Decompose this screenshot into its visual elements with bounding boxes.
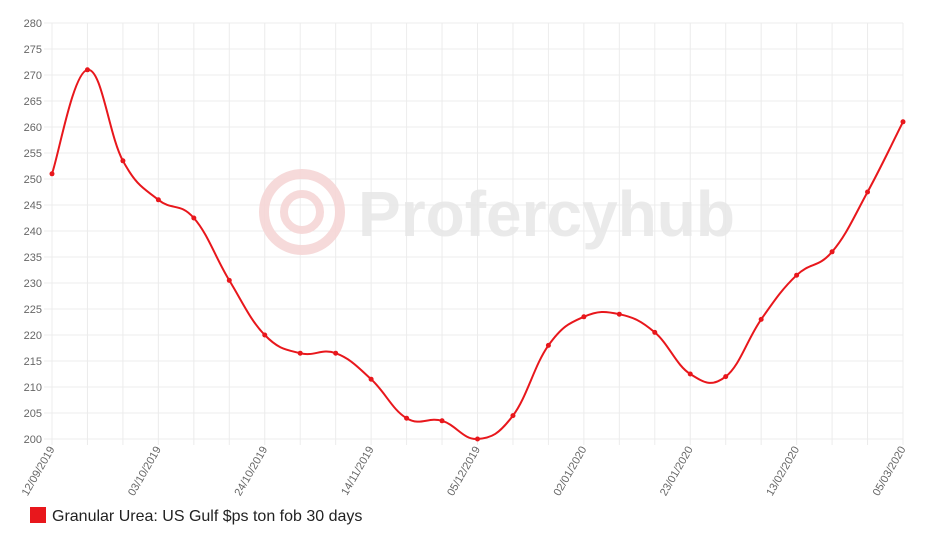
y-tick-label: 230 [24,278,42,290]
watermark-logo [259,169,345,255]
point [120,158,126,164]
point [84,67,90,73]
point [900,119,906,125]
x-tick-label: 23/01/2020 [658,445,696,499]
y-tick-label: 250 [24,174,42,186]
x-tick-label: 02/01/2020 [552,445,590,499]
watermark: Profercyhub [259,169,735,255]
watermark-text: Profercyhub [358,178,735,250]
point [439,418,445,424]
x-tick-label: 05/12/2019 [445,445,483,499]
y-tick-label: 260 [24,122,42,134]
y-tick-label: 270 [24,70,42,82]
y-tick-label: 235 [24,252,42,264]
legend-label: Granular Urea: US Gulf $ps ton fob 30 da… [52,508,362,525]
point [829,249,835,255]
x-tick-label: 24/10/2019 [232,445,270,499]
point [865,189,871,195]
point [616,311,622,317]
point [191,215,197,221]
y-tick-label: 200 [24,434,42,446]
point [155,197,161,203]
x-tick-label: 14/11/2019 [339,445,377,498]
y-tick-label: 265 [24,96,42,108]
y-tick-label: 255 [24,148,42,160]
y-tick-label: 210 [24,382,42,394]
point [723,374,729,380]
point [368,376,374,382]
point [510,413,516,419]
point [545,342,551,348]
point [794,272,800,278]
watermark-logo [280,190,324,234]
legend-swatch [30,507,46,523]
point [581,314,587,320]
y-tick-label: 275 [24,44,42,56]
point [49,171,55,177]
y-tick-label: 240 [24,226,42,238]
y-tick-label: 220 [24,330,42,342]
y-tick-label: 245 [24,200,42,212]
x-tick-label: 13/02/2020 [764,445,802,499]
point [333,350,339,356]
y-tick-label: 205 [24,408,42,420]
point [297,350,303,356]
y-tick-label: 225 [24,304,42,316]
y-tick-label: 215 [24,356,42,368]
y-tick-label: 280 [24,18,42,30]
x-tick-label: 03/10/2019 [126,445,164,499]
point [758,316,764,322]
point [226,277,232,283]
x-tick-label: 05/03/2020 [871,445,909,499]
point [652,329,658,335]
point [404,415,410,421]
point [475,436,480,442]
point [262,332,268,338]
point [687,371,693,377]
x-tick-label: 12/09/2019 [20,445,58,499]
